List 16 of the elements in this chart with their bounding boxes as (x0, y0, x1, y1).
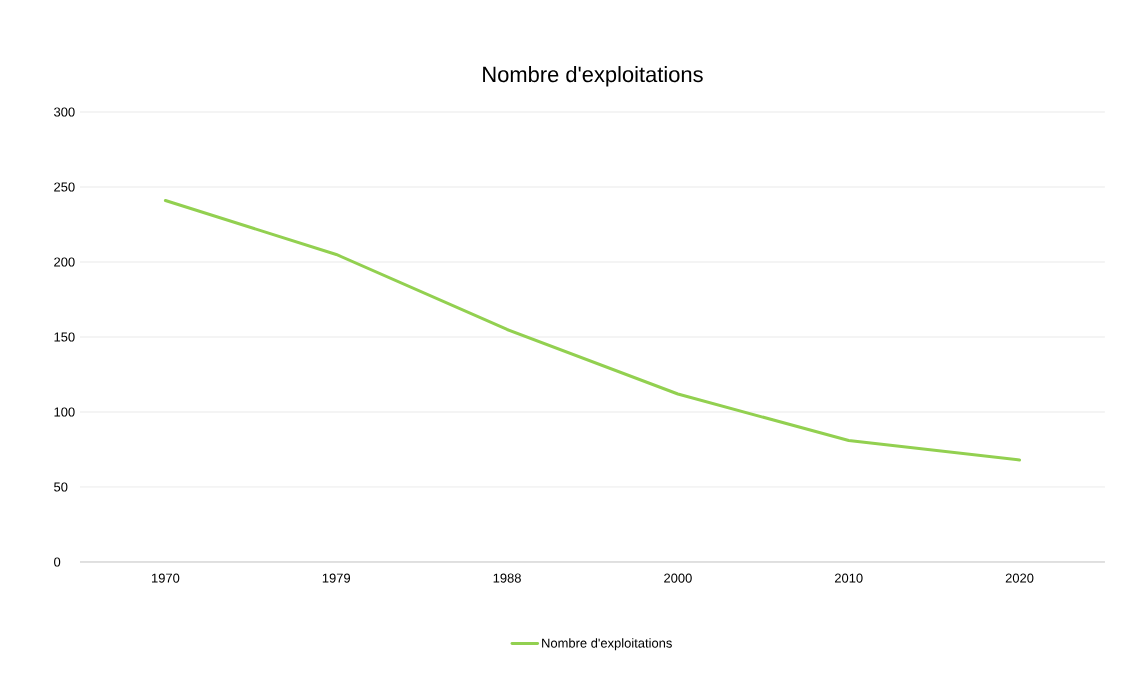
x-tick-label: 2020 (1005, 573, 1034, 583)
x-tick-label: 2000 (664, 573, 692, 583)
line-series (163, 198, 1022, 462)
y-tick-label: 150 (54, 332, 75, 342)
x-tick-label: 2010 (834, 573, 863, 583)
y-tick-label: 100 (54, 407, 75, 417)
legend-label: Nombre d'exploitations (542, 638, 672, 651)
chart-title: Nombre d'exploitations (483, 66, 703, 87)
y-tick-label: 300 (54, 107, 75, 117)
y-tick-label: 200 (54, 257, 75, 267)
y-tick-label: 250 (54, 182, 75, 192)
x-tick-label: 1979 (322, 573, 351, 583)
y-tick-label: 0 (54, 557, 61, 567)
x-tick-label: 1988 (493, 573, 521, 583)
y-tick-label: 50 (54, 482, 68, 492)
x-tick-label: 1970 (152, 573, 180, 583)
